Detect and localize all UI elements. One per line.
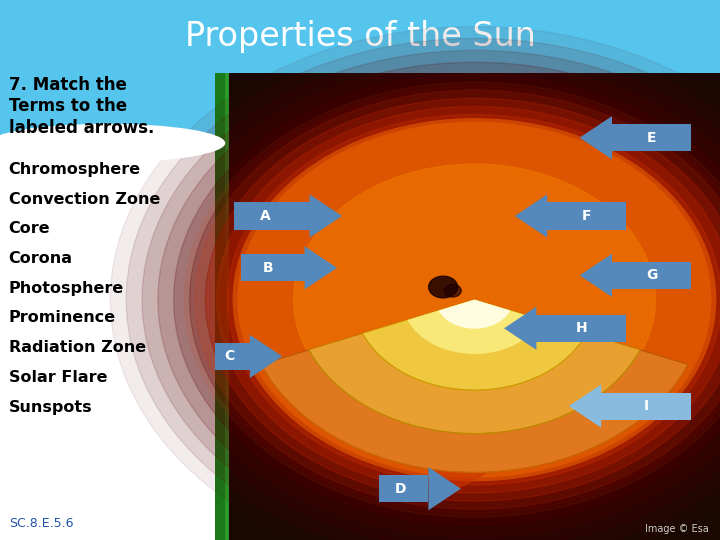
- Text: C: C: [224, 349, 235, 363]
- Bar: [379, 475, 428, 502]
- Circle shape: [184, 82, 720, 517]
- Bar: [229, 73, 720, 540]
- Bar: [612, 262, 691, 289]
- Text: Radiation Zone: Radiation Zone: [9, 340, 145, 355]
- Wedge shape: [438, 300, 510, 329]
- Circle shape: [195, 90, 720, 509]
- Wedge shape: [261, 300, 688, 472]
- Polygon shape: [515, 194, 547, 238]
- Bar: [225, 73, 229, 540]
- Text: SC.8.E.5.6: SC.8.E.5.6: [9, 517, 73, 530]
- Circle shape: [221, 110, 720, 490]
- Text: F: F: [582, 209, 592, 223]
- Circle shape: [428, 276, 458, 298]
- Polygon shape: [305, 246, 337, 289]
- Bar: [536, 315, 626, 342]
- Circle shape: [206, 98, 720, 501]
- Circle shape: [294, 164, 655, 435]
- Text: Convection Zone: Convection Zone: [9, 192, 160, 207]
- Bar: [234, 202, 310, 230]
- Bar: [0, 73, 215, 540]
- Text: D: D: [395, 482, 406, 496]
- Bar: [0, 73, 215, 143]
- Circle shape: [444, 285, 462, 297]
- Text: E: E: [647, 131, 657, 145]
- Text: A: A: [261, 209, 271, 223]
- Bar: [0, 0, 720, 73]
- Text: G: G: [646, 268, 657, 282]
- Circle shape: [228, 114, 720, 485]
- Polygon shape: [580, 116, 612, 159]
- Text: Prominence: Prominence: [9, 310, 116, 326]
- Text: 7. Match the
Terms to the
labeled arrows.: 7. Match the Terms to the labeled arrows…: [9, 76, 154, 137]
- Text: B: B: [263, 261, 273, 275]
- Text: Image © Esa: Image © Esa: [645, 523, 709, 534]
- Circle shape: [126, 38, 720, 540]
- Wedge shape: [408, 300, 541, 354]
- Bar: [215, 343, 250, 370]
- Text: Sunspots: Sunspots: [9, 400, 92, 415]
- Text: Properties of the Sun: Properties of the Sun: [184, 20, 536, 53]
- Polygon shape: [428, 467, 461, 510]
- Polygon shape: [569, 384, 601, 428]
- Text: Chromosphere: Chromosphere: [9, 162, 141, 177]
- Bar: [612, 124, 691, 151]
- Bar: [547, 202, 626, 230]
- Circle shape: [217, 106, 720, 493]
- Text: I: I: [644, 399, 649, 413]
- Text: Solar Flare: Solar Flare: [9, 370, 107, 385]
- Polygon shape: [250, 335, 282, 378]
- Circle shape: [238, 123, 711, 477]
- Bar: [241, 254, 305, 281]
- Circle shape: [205, 98, 720, 502]
- Ellipse shape: [0, 124, 225, 163]
- Circle shape: [142, 50, 720, 540]
- Circle shape: [158, 62, 720, 537]
- Wedge shape: [363, 300, 586, 390]
- Polygon shape: [504, 307, 536, 350]
- Text: Photosphere: Photosphere: [9, 281, 124, 296]
- Circle shape: [110, 26, 720, 540]
- Wedge shape: [309, 300, 640, 434]
- Bar: [601, 393, 691, 420]
- Polygon shape: [580, 254, 612, 297]
- Text: Core: Core: [9, 221, 50, 237]
- Text: Corona: Corona: [9, 251, 73, 266]
- Circle shape: [189, 86, 720, 514]
- Circle shape: [233, 119, 716, 481]
- Text: H: H: [575, 321, 588, 335]
- Polygon shape: [310, 194, 342, 238]
- Polygon shape: [424, 441, 489, 499]
- Bar: [215, 73, 229, 540]
- Circle shape: [174, 74, 720, 525]
